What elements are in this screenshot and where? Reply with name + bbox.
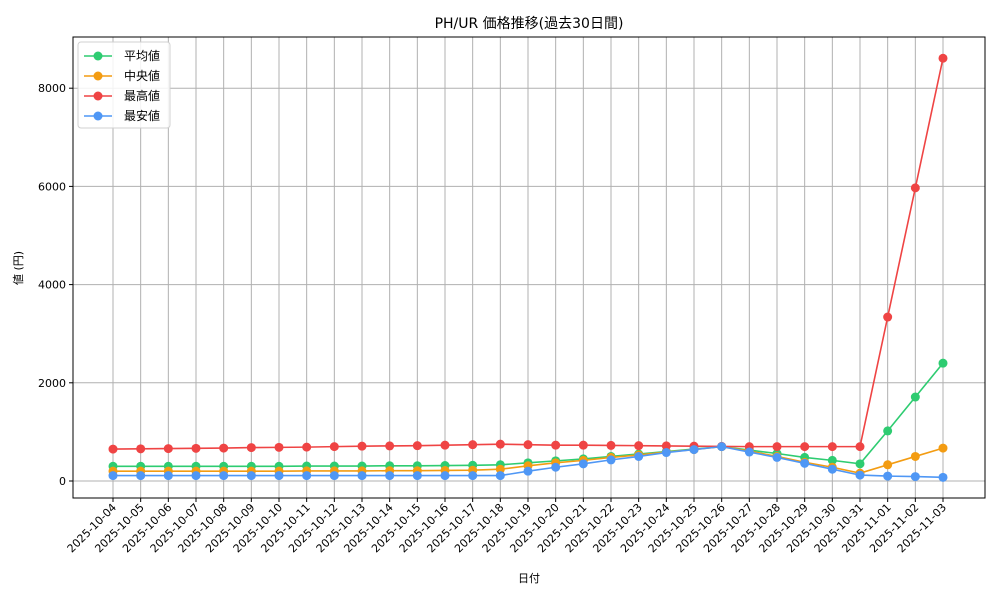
data-point [219, 471, 229, 481]
data-point [661, 448, 671, 458]
data-point [800, 458, 810, 468]
legend-entry: 中央値 [124, 68, 160, 83]
y-axis-label: 値 (円) [12, 251, 25, 285]
data-point [883, 426, 893, 436]
series-lines [108, 53, 948, 482]
legend-marker-icon [93, 91, 103, 101]
x-axis-label: 日付 [518, 572, 540, 585]
data-point [772, 452, 782, 462]
data-point [329, 442, 339, 452]
legend-marker-icon [93, 51, 103, 61]
data-point [883, 312, 893, 322]
data-point [883, 471, 893, 481]
data-point [163, 471, 173, 481]
plot-frame [72, 36, 986, 499]
data-point [412, 441, 422, 451]
data-point [246, 443, 256, 453]
data-point [744, 447, 754, 457]
data-point [855, 459, 865, 469]
data-point [938, 358, 948, 368]
x-axis-ticks: 2025-10-042025-10-052025-10-062025-10-07… [65, 498, 949, 555]
data-point [108, 471, 118, 481]
legend-entry: 平均値 [124, 48, 160, 63]
data-point [163, 444, 173, 454]
data-point [385, 441, 395, 451]
data-point [108, 444, 118, 454]
data-point [855, 470, 865, 480]
data-point [523, 466, 533, 476]
y-tick-label: 8000 [38, 82, 66, 95]
data-point [910, 451, 920, 461]
data-point [136, 471, 146, 481]
data-point [938, 443, 948, 453]
data-point [578, 440, 588, 450]
data-point [883, 460, 893, 470]
data-point [468, 471, 478, 481]
legend-marker-icon [93, 111, 103, 121]
y-tick-label: 0 [59, 475, 66, 488]
data-point [578, 459, 588, 469]
legend-marker-icon [93, 71, 103, 81]
data-point [246, 471, 256, 481]
data-point [910, 392, 920, 402]
data-point [495, 464, 505, 474]
data-point [800, 442, 810, 452]
data-point [412, 471, 422, 481]
data-point [219, 443, 229, 453]
data-point [910, 183, 920, 193]
grid-lines [73, 37, 985, 498]
data-point [634, 451, 644, 461]
data-point [191, 443, 201, 453]
data-point [329, 471, 339, 481]
data-point [855, 442, 865, 452]
legend-entry: 最安値 [124, 108, 160, 123]
legend-entry: 最高値 [124, 88, 160, 103]
data-point [717, 442, 727, 452]
data-point [827, 455, 837, 465]
data-point [440, 440, 450, 450]
data-point [302, 471, 312, 481]
y-tick-label: 4000 [38, 279, 66, 292]
data-point [385, 471, 395, 481]
data-point [606, 440, 616, 450]
data-point [772, 442, 782, 452]
data-point [357, 441, 367, 451]
y-axis-ticks: 0 2000 4000 6000 8000 [38, 82, 73, 488]
data-point [440, 471, 450, 481]
data-point [274, 471, 284, 481]
y-tick-label: 6000 [38, 180, 66, 193]
data-point [910, 472, 920, 482]
data-point [523, 440, 533, 450]
data-point [689, 445, 699, 455]
legend-box [77, 41, 171, 129]
y-tick-label: 2000 [38, 377, 66, 390]
data-point [551, 462, 561, 472]
data-point [495, 439, 505, 449]
data-point [938, 472, 948, 482]
data-point [606, 455, 616, 465]
data-point [274, 442, 284, 452]
data-point [302, 442, 312, 452]
data-point [827, 464, 837, 474]
data-point [357, 471, 367, 481]
data-point [661, 441, 671, 451]
data-point [827, 442, 837, 452]
data-point [191, 471, 201, 481]
data-point [468, 440, 478, 450]
data-point [136, 444, 146, 454]
chart-title: PH/UR 価格推移(過去30日間) [435, 16, 624, 32]
data-point [938, 53, 948, 63]
data-point [495, 471, 505, 481]
data-point [634, 441, 644, 451]
series-最安値 [108, 442, 948, 482]
data-point [551, 440, 561, 450]
